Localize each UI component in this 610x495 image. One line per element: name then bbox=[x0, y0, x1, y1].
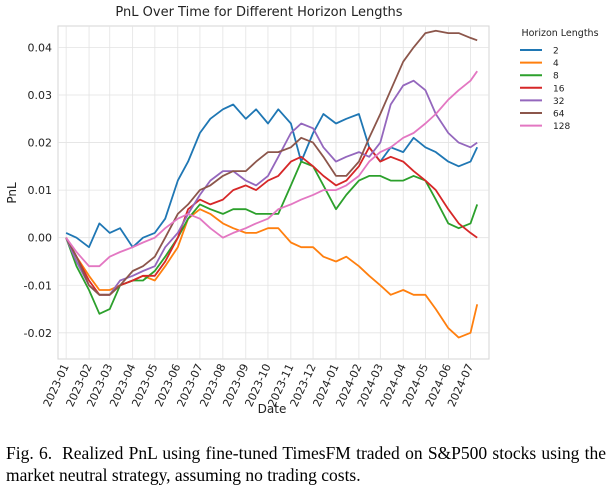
legend-label-32: 32 bbox=[553, 97, 564, 107]
chart-title: PnL Over Time for Different Horizon Leng… bbox=[115, 5, 402, 20]
y-tick-label: 0.03 bbox=[28, 89, 53, 102]
y-tick-label: 0.02 bbox=[28, 137, 53, 150]
figure-caption: Fig. 6. Realized PnL using fine-tuned Tim… bbox=[6, 442, 606, 486]
legend: Horizon Lengths 2 4 8 16 32 64 128 bbox=[520, 28, 599, 132]
y-tick-label: 0.01 bbox=[28, 184, 53, 197]
legend-label-2: 2 bbox=[553, 47, 559, 57]
legend-label-128: 128 bbox=[553, 122, 570, 132]
y-axis-title: PnL bbox=[5, 182, 19, 204]
legend-label-16: 16 bbox=[553, 84, 565, 94]
legend-label-8: 8 bbox=[553, 72, 559, 82]
pnl-line-chart: PnL Over Time for Different Horizon Leng… bbox=[5, 5, 599, 416]
series-line-64 bbox=[65, 29, 478, 296]
plot-area bbox=[57, 25, 490, 360]
series-line-16 bbox=[65, 146, 478, 296]
y-tick-label: 0.04 bbox=[28, 41, 53, 54]
series-lines bbox=[65, 29, 479, 339]
y-tick-label: -0.01 bbox=[24, 279, 52, 292]
y-tick-label: 0.00 bbox=[28, 232, 53, 245]
x-axis-title: Date bbox=[258, 402, 287, 416]
series-line-128 bbox=[65, 70, 478, 268]
legend-items: 2 4 8 16 32 64 128 bbox=[520, 47, 570, 132]
y-tick-label: -0.02 bbox=[24, 327, 52, 340]
legend-label-64: 64 bbox=[553, 110, 565, 120]
grid-lines bbox=[58, 26, 489, 359]
y-axis-ticks: -0.02 -0.01 0.00 0.01 0.02 0.03 0.04 bbox=[24, 41, 52, 339]
series-line-32 bbox=[65, 79, 478, 296]
caption-label: Fig. 6. bbox=[6, 443, 53, 463]
legend-title: Horizon Lengths bbox=[521, 28, 598, 39]
caption-text: Realized PnL using fine-tuned TimesFM tr… bbox=[6, 443, 606, 485]
legend-label-4: 4 bbox=[553, 59, 559, 69]
